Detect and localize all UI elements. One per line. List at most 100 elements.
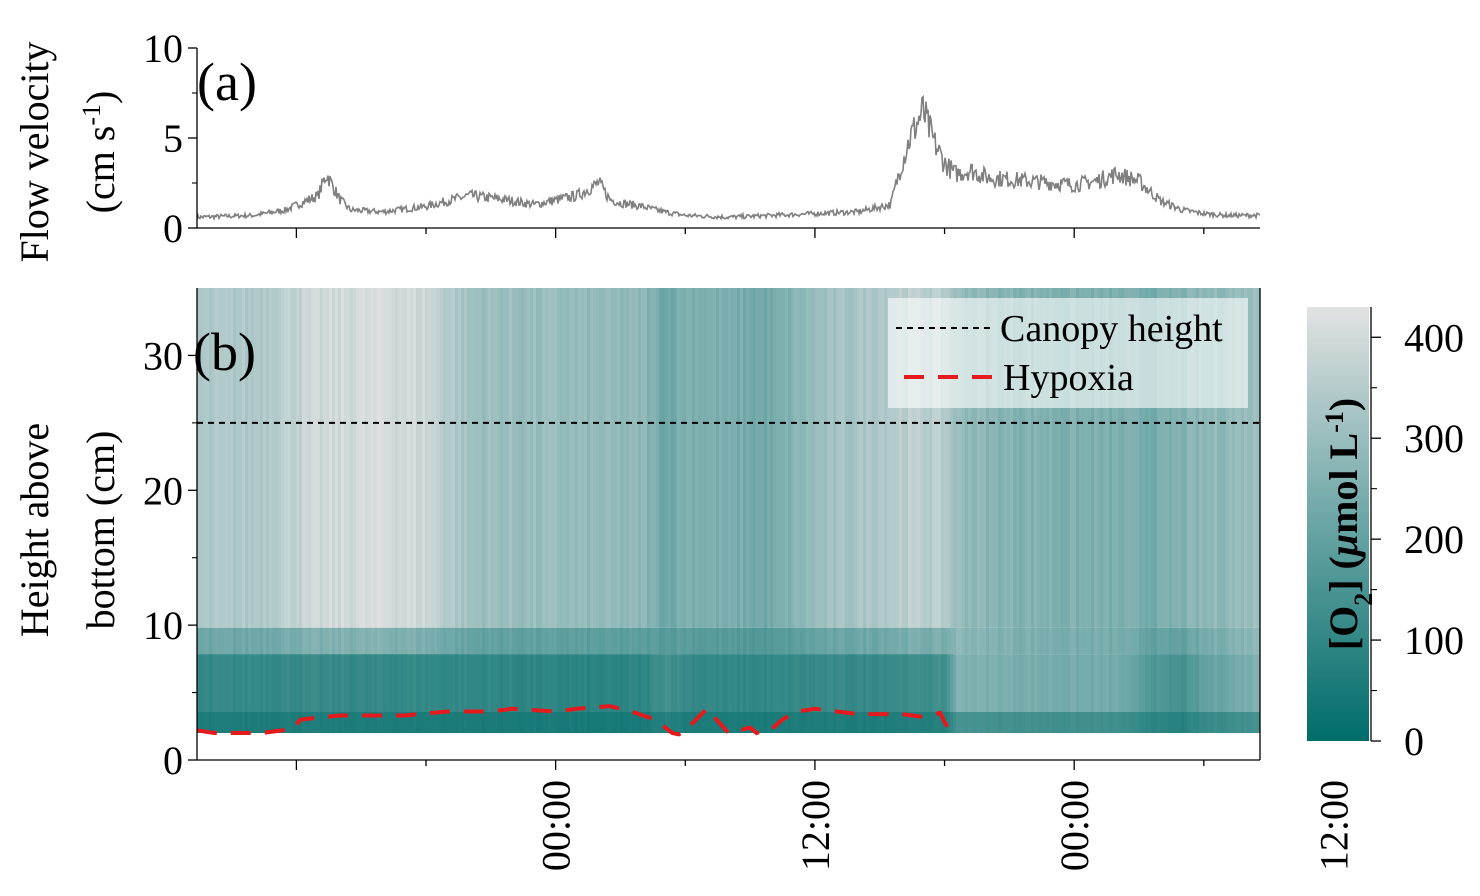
heatmap-column-upper <box>692 288 696 628</box>
heatmap-column-bottom <box>905 711 909 734</box>
heatmap-column-transition <box>1106 627 1110 655</box>
heatmap-column-bottom <box>230 711 234 734</box>
heatmap-column-bottom <box>836 711 840 734</box>
heatmap-column-bottom <box>824 711 828 734</box>
heatmap-column-lower <box>197 654 201 712</box>
heatmap-column-upper <box>476 288 480 628</box>
heatmap-column-transition <box>692 627 696 655</box>
heatmap-column-transition <box>386 627 390 655</box>
heatmap-column-lower <box>1022 654 1026 712</box>
heatmap-column-upper <box>1118 288 1122 628</box>
heatmap-column-upper <box>1073 288 1077 628</box>
heatmap-column-upper <box>1100 288 1104 628</box>
heatmap-column-bottom <box>263 711 267 734</box>
heatmap-column-upper <box>899 288 903 628</box>
heatmap-column-lower <box>623 654 627 712</box>
heatmap-column-transition <box>746 627 750 655</box>
heatmap-column-upper <box>638 288 642 628</box>
heatmap-column-transition <box>755 627 759 655</box>
heatmap-column-transition <box>1235 627 1239 655</box>
heatmap-column-upper <box>221 288 225 628</box>
heatmap-column-upper <box>251 288 255 628</box>
heatmap-column-transition <box>242 627 246 655</box>
heatmap-column-upper <box>254 288 258 628</box>
heatmap-column-upper <box>800 288 804 628</box>
panel-b-ylabel-line1: Height above <box>12 423 57 637</box>
heatmap-column-transition <box>1223 627 1227 655</box>
heatmap-column-lower <box>1133 654 1137 712</box>
heatmap-column-upper <box>962 288 966 628</box>
heatmap-column-lower <box>773 654 777 712</box>
heatmap-column-transition <box>473 627 477 655</box>
heatmap-column-transition <box>809 627 813 655</box>
heatmap-column-upper <box>338 288 342 628</box>
heatmap-column-transition <box>215 627 219 655</box>
heatmap-column-transition <box>536 627 540 655</box>
heatmap-column-transition <box>575 627 579 655</box>
heatmap-column-upper <box>1070 288 1074 628</box>
heatmap-column-lower <box>842 654 846 712</box>
heatmap-column-transition <box>905 627 909 655</box>
heatmap-column-bottom <box>380 711 384 734</box>
heatmap-column-bottom <box>620 711 624 734</box>
heatmap-column-lower <box>1250 654 1254 712</box>
heatmap-column-lower <box>590 654 594 712</box>
heatmap-column-bottom <box>758 711 762 734</box>
heatmap-column-upper <box>881 288 885 628</box>
heatmap-column-lower <box>851 654 855 712</box>
heatmap-column-lower <box>515 654 519 712</box>
heatmap-column-lower <box>398 654 402 712</box>
heatmap-column-transition <box>1199 627 1203 655</box>
heatmap-column-upper <box>1223 288 1227 628</box>
heatmap-column-bottom <box>884 711 888 734</box>
heatmap-column-transition <box>857 627 861 655</box>
heatmap-column-transition <box>887 627 891 655</box>
heatmap-column-bottom <box>431 711 435 734</box>
heatmap-column-bottom <box>455 711 459 734</box>
heatmap-column-transition <box>974 627 978 655</box>
heatmap-column-upper <box>287 288 291 628</box>
heatmap-column-upper <box>1256 288 1260 628</box>
heatmap-column-transition <box>1049 627 1053 655</box>
heatmap-column-transition <box>512 627 516 655</box>
heatmap-column-upper <box>503 288 507 628</box>
heatmap-column-transition <box>401 627 405 655</box>
heatmap-column-upper <box>608 288 612 628</box>
heatmap-column-lower <box>356 654 360 712</box>
heatmap-column-upper <box>1184 288 1188 628</box>
heatmap-column-bottom <box>584 711 588 734</box>
heatmap-column-bottom <box>320 711 324 734</box>
heatmap-column-lower <box>806 654 810 712</box>
heatmap-column-transition <box>740 627 744 655</box>
heatmap-column-lower <box>428 654 432 712</box>
heatmap-column-upper <box>374 288 378 628</box>
heatmap-column-upper <box>659 288 663 628</box>
heatmap-column-transition <box>1202 627 1206 655</box>
heatmap-column-lower <box>248 654 252 712</box>
heatmap-column-upper <box>923 288 927 628</box>
heatmap-column-bottom <box>353 711 357 734</box>
heatmap-column-transition <box>923 627 927 655</box>
heatmap-column-lower <box>788 654 792 712</box>
heatmap-column-lower <box>1124 654 1128 712</box>
heatmap-column-bottom <box>1025 711 1029 734</box>
heatmap-column-transition <box>248 627 252 655</box>
heatmap-column-lower <box>419 654 423 712</box>
heatmap-column-bottom <box>512 711 516 734</box>
heatmap-column-upper <box>569 288 573 628</box>
heatmap-column-transition <box>710 627 714 655</box>
heatmap-column-bottom <box>374 711 378 734</box>
heatmap-column-bottom <box>935 711 939 734</box>
heatmap-column-upper <box>662 288 666 628</box>
heatmap-column-lower <box>1052 654 1056 712</box>
heatmap-column-transition <box>239 627 243 655</box>
heatmap-column-transition <box>983 627 987 655</box>
heatmap-column-lower <box>704 654 708 712</box>
heatmap-column-lower <box>707 654 711 712</box>
heatmap-column-upper <box>425 288 429 628</box>
heatmap-column-upper <box>473 288 477 628</box>
heatmap-column-bottom <box>893 711 897 734</box>
heatmap-column-bottom <box>791 711 795 734</box>
heatmap-column-bottom <box>755 711 759 734</box>
heatmap-column-transition <box>860 627 864 655</box>
